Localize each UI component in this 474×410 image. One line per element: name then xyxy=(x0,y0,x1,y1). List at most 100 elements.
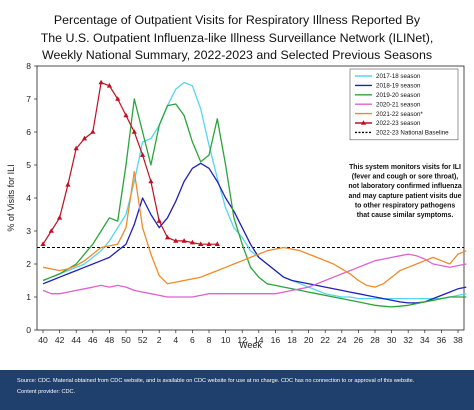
legend-item-s2017: 2017-18 season xyxy=(355,73,421,80)
data-point-marker xyxy=(214,241,220,246)
x-tick-label: 44 xyxy=(71,335,81,345)
legend-marker xyxy=(360,120,367,125)
chart-title: Percentage of Outpatient Visits for Resp… xyxy=(0,12,474,65)
y-tick-label: 6 xyxy=(26,127,31,137)
data-point-marker xyxy=(189,239,195,245)
series-line-s2018 xyxy=(42,162,467,304)
y-tick-label: 4 xyxy=(26,193,31,203)
data-point-marker xyxy=(106,83,112,88)
chart-title-line-3: Weekly National Summary, 2022-2023 and S… xyxy=(41,48,433,62)
y-tick-label: 8 xyxy=(26,61,31,71)
x-tick-label: 48 xyxy=(105,335,115,345)
series-line-s2021 xyxy=(42,170,467,288)
x-tick-label: 24 xyxy=(337,335,347,345)
x-tick-label: 4 xyxy=(173,335,178,345)
note-line: not laboratory confirmed influenza xyxy=(348,183,461,190)
series-line-s2017 xyxy=(42,81,467,300)
series-s2020 xyxy=(42,253,467,298)
y-axis-title: % of Visits for ILI xyxy=(6,164,16,231)
series-layer xyxy=(40,79,467,308)
data-point-marker xyxy=(81,135,88,141)
legend-item-s2018: 2018-19 season xyxy=(355,83,421,90)
data-point-marker xyxy=(40,241,46,246)
x-tick-label: 50 xyxy=(121,335,131,345)
x-tick-label: 2 xyxy=(157,335,162,345)
x-tick-label: 18 xyxy=(287,335,297,345)
x-tick-label: 52 xyxy=(138,335,148,345)
data-point-marker xyxy=(140,152,146,157)
legend-label: 2021-22 season* xyxy=(376,111,423,118)
series-s2017 xyxy=(42,81,467,300)
data-point-marker xyxy=(206,241,212,246)
data-point-marker xyxy=(156,218,162,223)
note-line: to other respiratory pathogens xyxy=(355,202,455,209)
x-axis-title: Week xyxy=(239,340,262,350)
data-point-marker xyxy=(115,96,121,101)
x-tick-label: 14 xyxy=(254,335,264,345)
x-tick-label: 6 xyxy=(190,335,195,345)
legend-label: 2022-23 season xyxy=(376,120,421,127)
series-s2018 xyxy=(42,162,467,304)
series-s2021 xyxy=(42,170,467,288)
legend-label: 2019-20 season xyxy=(376,92,421,99)
x-tick-label: 26 xyxy=(354,335,364,345)
data-point-marker xyxy=(90,129,96,134)
y-tick-label: 2 xyxy=(26,259,31,269)
data-point-marker xyxy=(131,129,137,134)
note-line: and may capture patient visits due xyxy=(349,193,462,200)
x-tick-label: 10 xyxy=(221,335,231,345)
chart-title-line-1: Percentage of Outpatient Visits for Resp… xyxy=(53,13,421,27)
data-point-marker xyxy=(57,215,63,220)
chart-title-line-2: The U.S. Outpatient Influenza-like Illne… xyxy=(40,30,434,45)
data-point-marker xyxy=(164,234,171,240)
x-tick-label: 28 xyxy=(370,335,380,345)
series-line-s2022 xyxy=(42,81,218,245)
legend-item-s2022: 2022-23 season xyxy=(355,120,421,127)
series-s2022 xyxy=(40,79,220,246)
data-point-marker xyxy=(181,238,187,243)
y-tick-label: 3 xyxy=(26,226,31,236)
data-point-marker xyxy=(173,238,179,243)
y-tick-label: 5 xyxy=(26,160,31,170)
note-line: This system monitors visits for ILI xyxy=(349,164,461,171)
footer-provider-text: Content provider: CDC. xyxy=(17,389,76,395)
x-tick-label: 16 xyxy=(271,335,281,345)
footer-source-text: Source: CDC. Material obtained from CDC … xyxy=(17,378,415,384)
legend-item-baseline: 2022-23 National Baseline xyxy=(355,130,449,137)
legend-label: 2017-18 season xyxy=(376,73,421,80)
chart-note: This system monitors visits for ILI (feve… xyxy=(348,164,461,219)
x-tick-label: 30 xyxy=(387,335,397,345)
data-point-marker xyxy=(123,112,129,118)
data-point-marker xyxy=(98,79,104,85)
data-point-marker xyxy=(73,145,79,151)
x-tick-label: 42 xyxy=(55,335,65,345)
legend-label: 2018-19 season xyxy=(376,83,421,90)
y-tick-label: 7 xyxy=(26,94,31,104)
legend-label: 2022-23 National Baseline xyxy=(376,130,449,137)
x-tick-label: 8 xyxy=(207,335,212,345)
legend-item-s2021: 2021-22 season* xyxy=(355,111,423,118)
legend-item-s2020: 2020-21 season xyxy=(355,101,421,108)
y-tick-label: 0 xyxy=(26,325,31,335)
x-tick-label: 36 xyxy=(437,335,447,345)
data-point-marker xyxy=(198,241,204,246)
x-tick-label: 40 xyxy=(38,335,48,345)
x-tick-label: 32 xyxy=(403,335,413,345)
note-line: (fever and cough or sore throat), xyxy=(352,174,459,181)
series-s2019 xyxy=(42,98,467,308)
series-line-s2019 xyxy=(42,98,467,308)
x-tick-label: 20 xyxy=(304,335,314,345)
data-point-marker xyxy=(65,182,71,187)
x-tick-label: 22 xyxy=(320,335,330,345)
legend-label: 2020-21 season xyxy=(376,101,421,108)
x-tick-label: 38 xyxy=(453,335,463,345)
x-tick-label: 34 xyxy=(420,335,430,345)
legend-item-s2019: 2019-20 season xyxy=(355,92,421,99)
source-footer: Source: CDC. Material obtained from CDC … xyxy=(0,370,474,410)
data-point-marker xyxy=(148,178,154,184)
x-tick-label: 46 xyxy=(88,335,98,345)
data-point-marker xyxy=(48,228,54,233)
x-tick-label: 12 xyxy=(237,335,247,345)
